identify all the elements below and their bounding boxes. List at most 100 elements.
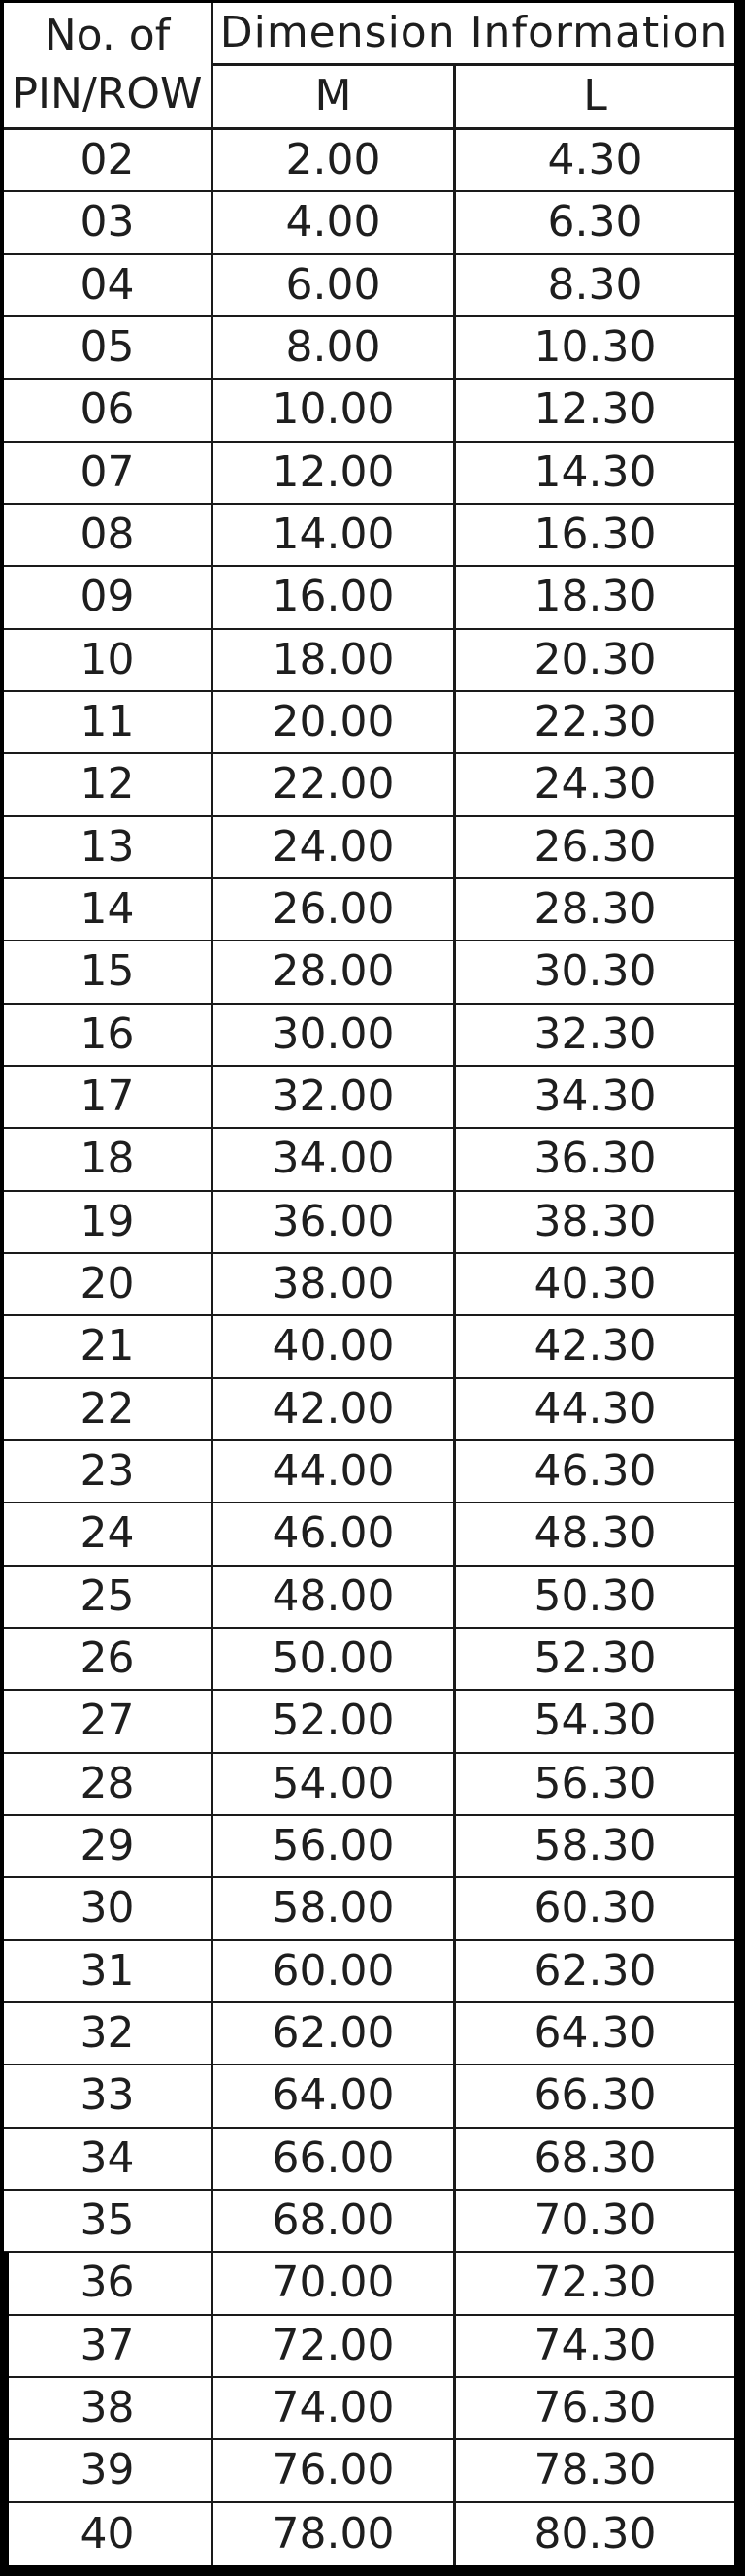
cell-pin-count: 23 bbox=[4, 1441, 213, 1504]
cell-dimension-l: 14.30 bbox=[456, 443, 734, 505]
cell-dimension-l: 72.30 bbox=[456, 2253, 734, 2316]
cell-pin-count: 17 bbox=[4, 1067, 213, 1130]
cell-dimension-l: 18.30 bbox=[456, 567, 734, 630]
dimension-table-grid: No. of PIN/ROW Dimension Information M L… bbox=[4, 3, 734, 2565]
cell-pin-count: 21 bbox=[4, 1316, 213, 1379]
cell-dimension-m: 30.00 bbox=[213, 1004, 456, 1067]
cell-pin-count: 18 bbox=[4, 1129, 213, 1192]
cell-dimension-m: 78.00 bbox=[213, 2502, 456, 2565]
cell-pin-count: 13 bbox=[4, 816, 213, 879]
cell-pin-count: 27 bbox=[4, 1691, 213, 1754]
cell-pin-count: 29 bbox=[4, 1816, 213, 1879]
cell-dimension-l: 30.30 bbox=[456, 941, 734, 1005]
cell-pin-count: 15 bbox=[4, 941, 213, 1005]
cell-pin-count: 36 bbox=[4, 2253, 213, 2316]
cell-dimension-m: 36.00 bbox=[213, 1191, 456, 1254]
cell-dimension-l: 58.30 bbox=[456, 1816, 734, 1879]
cell-dimension-l: 6.30 bbox=[456, 192, 734, 255]
cell-dimension-l: 40.30 bbox=[456, 1254, 734, 1317]
cell-dimension-m: 16.00 bbox=[213, 567, 456, 630]
cell-pin-count: 04 bbox=[4, 254, 213, 317]
cell-dimension-l: 66.30 bbox=[456, 2065, 734, 2129]
cell-pin-count: 19 bbox=[4, 1191, 213, 1254]
cell-dimension-m: 60.00 bbox=[213, 1940, 456, 2003]
pin-header-line1: No. of bbox=[44, 10, 171, 60]
cell-dimension-m: 32.00 bbox=[213, 1067, 456, 1130]
cell-dimension-l: 70.30 bbox=[456, 2191, 734, 2254]
cell-dimension-m: 46.00 bbox=[213, 1503, 456, 1567]
cell-pin-count: 34 bbox=[4, 2128, 213, 2191]
cell-dimension-m: 40.00 bbox=[213, 1316, 456, 1379]
cell-pin-count: 38 bbox=[4, 2378, 213, 2441]
cell-dimension-m: 10.00 bbox=[213, 380, 456, 443]
cell-pin-count: 28 bbox=[4, 1753, 213, 1816]
cell-dimension-m: 22.00 bbox=[213, 754, 456, 817]
cell-dimension-m: 64.00 bbox=[213, 2065, 456, 2129]
cell-dimension-m: 24.00 bbox=[213, 816, 456, 879]
pin-header-line2: PIN/ROW bbox=[12, 69, 203, 118]
cell-dimension-m: 42.00 bbox=[213, 1378, 456, 1441]
cell-dimension-l: 46.30 bbox=[456, 1441, 734, 1504]
cell-dimension-m: 68.00 bbox=[213, 2191, 456, 2254]
cell-pin-count: 16 bbox=[4, 1004, 213, 1067]
cell-pin-count: 08 bbox=[4, 505, 213, 568]
cell-dimension-m: 58.00 bbox=[213, 1878, 456, 1941]
cell-pin-count: 25 bbox=[4, 1566, 213, 1629]
cell-dimension-l: 74.30 bbox=[456, 2316, 734, 2378]
cell-pin-count: 26 bbox=[4, 1629, 213, 1692]
cell-dimension-l: 42.30 bbox=[456, 1316, 734, 1379]
cell-dimension-l: 62.30 bbox=[456, 1941, 734, 2003]
cell-dimension-m: 66.00 bbox=[213, 2128, 456, 2191]
cell-pin-count: 02 bbox=[4, 130, 213, 193]
cell-pin-count: 22 bbox=[4, 1378, 213, 1441]
cell-dimension-m: 48.00 bbox=[213, 1566, 456, 1629]
cell-dimension-l: 12.30 bbox=[456, 380, 734, 443]
cell-dimension-m: 18.00 bbox=[213, 629, 456, 692]
cell-dimension-l: 60.30 bbox=[456, 1878, 734, 1941]
cell-dimension-m: 74.00 bbox=[213, 2378, 456, 2441]
cell-dimension-l: 36.30 bbox=[456, 1129, 734, 1192]
cell-dimension-m: 6.00 bbox=[213, 254, 456, 317]
cell-dimension-m: 4.00 bbox=[213, 192, 456, 255]
cell-dimension-l: 28.30 bbox=[456, 879, 734, 942]
cell-dimension-l: 68.30 bbox=[456, 2129, 734, 2191]
cell-dimension-m: 56.00 bbox=[213, 1816, 456, 1879]
cell-pin-count: 35 bbox=[4, 2191, 213, 2254]
cell-dimension-m: 44.00 bbox=[213, 1441, 456, 1504]
cell-dimension-l: 22.30 bbox=[456, 692, 734, 755]
cell-dimension-l: 34.30 bbox=[456, 1067, 734, 1130]
cell-dimension-l: 8.30 bbox=[456, 255, 734, 317]
cell-dimension-l: 64.30 bbox=[456, 2003, 734, 2066]
cell-pin-count: 32 bbox=[4, 2003, 213, 2066]
cell-dimension-l: 10.30 bbox=[456, 317, 734, 380]
cell-pin-count: 09 bbox=[4, 567, 213, 630]
cell-dimension-m: 38.00 bbox=[213, 1254, 456, 1317]
cell-dimension-l: 56.30 bbox=[456, 1754, 734, 1816]
cell-pin-count: 03 bbox=[4, 192, 213, 255]
cell-pin-count: 20 bbox=[4, 1254, 213, 1317]
cell-dimension-l: 20.30 bbox=[456, 630, 734, 692]
cell-dimension-l: 80.30 bbox=[534, 2508, 657, 2559]
cell-dimension-l: 4.30 bbox=[456, 130, 734, 193]
cell-dimension-l: 52.30 bbox=[456, 1629, 734, 1692]
cell-dimension-m: 2.00 bbox=[213, 130, 456, 193]
cell-pin-count: 33 bbox=[4, 2065, 213, 2129]
cell-pin-count: 31 bbox=[4, 1940, 213, 2003]
cell-dimension-m: 72.00 bbox=[213, 2315, 456, 2378]
cell-dimension-m: 12.00 bbox=[213, 442, 456, 505]
cell-dimension-m: 8.00 bbox=[213, 317, 456, 380]
cell-pin-count: 05 bbox=[4, 317, 213, 380]
cell-pin-count: 11 bbox=[4, 692, 213, 755]
cell-pin-count: 12 bbox=[4, 754, 213, 817]
cell-pin-count: 39 bbox=[4, 2440, 213, 2503]
cell-dimension-l: 24.30 bbox=[456, 754, 734, 817]
dimension-information-header: Dimension Information bbox=[213, 3, 734, 66]
cell-dimension-l: 48.30 bbox=[456, 1503, 734, 1567]
cell-dimension-m: 52.00 bbox=[213, 1691, 456, 1754]
cell-dimension-l: 76.30 bbox=[456, 2378, 734, 2441]
cell-dimension-m: 76.00 bbox=[213, 2440, 456, 2503]
cell-dimension-l: 32.30 bbox=[456, 1005, 734, 1067]
cell-dimension-l: 26.30 bbox=[456, 817, 734, 879]
cell-pin-count: 40 bbox=[4, 2502, 213, 2565]
